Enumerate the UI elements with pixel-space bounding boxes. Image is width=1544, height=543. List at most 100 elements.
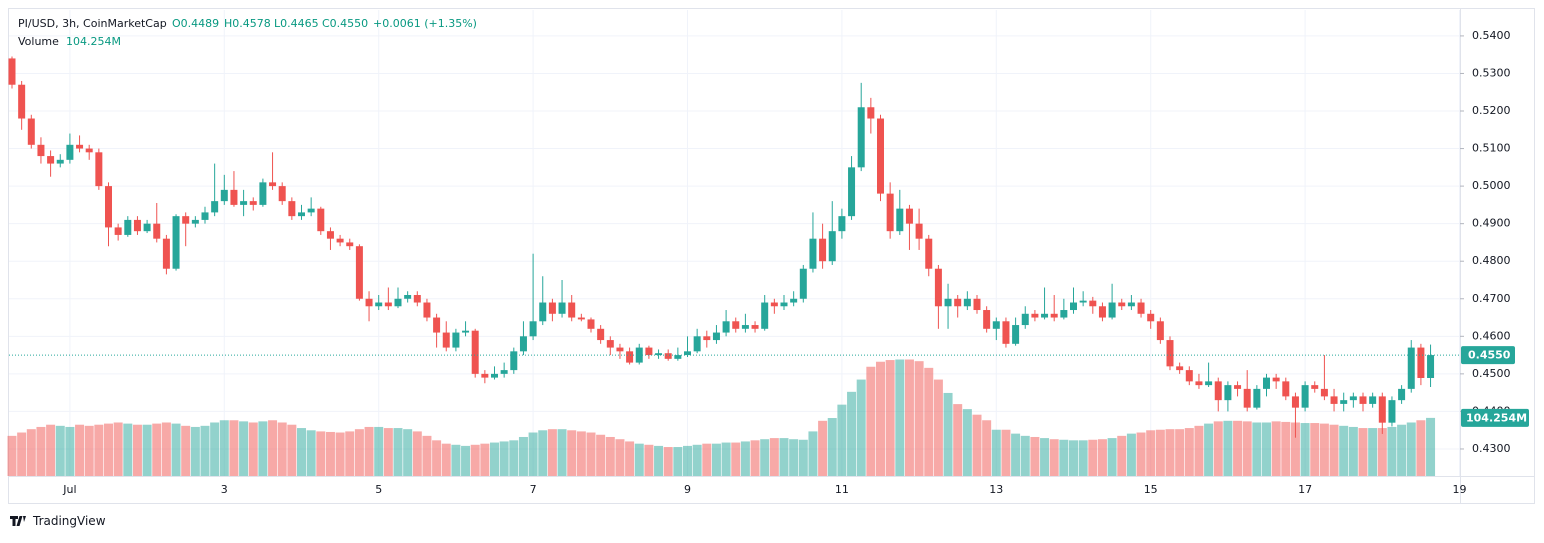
- grid: [9, 10, 1460, 476]
- volume-bar: [499, 441, 509, 476]
- candle-body: [500, 370, 508, 374]
- volume-bar: [1088, 439, 1098, 476]
- candle-body: [105, 186, 112, 228]
- candle-body: [1205, 381, 1213, 386]
- candle-body: [712, 332, 720, 341]
- candle-body: [1098, 306, 1106, 318]
- candle-body: [1185, 370, 1193, 382]
- legend-close: C0.4550: [322, 17, 368, 30]
- candle-body: [317, 208, 325, 232]
- volume-bar: [26, 429, 36, 476]
- volume-bar: [1223, 420, 1233, 476]
- volume-bar: [953, 404, 963, 476]
- candle-body: [1156, 321, 1164, 341]
- volume-bar: [1377, 428, 1387, 476]
- volume-bar: [547, 429, 557, 476]
- candle-body: [722, 321, 730, 333]
- candle-body: [1359, 396, 1367, 404]
- candle-body: [259, 182, 267, 205]
- symbol: PI/USD, 3h, CoinMarketCap: [18, 17, 167, 30]
- candle-body: [905, 208, 913, 224]
- volume-bar: [1194, 425, 1204, 476]
- volume-bar: [605, 436, 615, 476]
- volume-bar: [567, 430, 577, 476]
- volume-bar: [576, 431, 586, 476]
- volume-bar: [258, 421, 268, 476]
- candle-body: [597, 328, 605, 341]
- candle-body: [442, 332, 450, 348]
- candle-body: [684, 351, 691, 356]
- candle-body: [413, 295, 421, 303]
- volume-bar: [702, 443, 712, 476]
- volume-bar: [239, 421, 249, 476]
- volume-bar: [36, 426, 46, 476]
- volume-bar: [113, 422, 123, 476]
- volume-bar: [1368, 428, 1378, 476]
- volume-bar: [644, 444, 654, 476]
- candle-body: [201, 212, 209, 220]
- volume-bar: [1406, 422, 1416, 476]
- volume-bar: [1001, 429, 1011, 476]
- candle-body: [481, 373, 489, 378]
- candle-body: [1427, 355, 1435, 378]
- candle-body: [848, 167, 856, 217]
- volume-bar: [1397, 424, 1407, 476]
- volume-bar: [65, 426, 75, 476]
- candle-body: [992, 321, 1000, 329]
- candle-body: [1108, 302, 1116, 318]
- candle-body: [838, 216, 846, 232]
- candle-body: [703, 336, 711, 341]
- volume-bar: [1329, 424, 1339, 476]
- candle-body: [1050, 313, 1058, 318]
- candle-body: [1369, 396, 1377, 404]
- volume-bar: [335, 432, 345, 476]
- volume-bar: [17, 432, 27, 476]
- volume-bar: [432, 440, 442, 476]
- volume-bar: [721, 442, 731, 476]
- volume-bar: [1319, 423, 1329, 476]
- volume-bar: [364, 426, 374, 476]
- volume-bar: [673, 447, 683, 476]
- candle-body: [1282, 381, 1290, 397]
- candle-body: [394, 298, 402, 307]
- candle-body: [433, 317, 441, 333]
- volume-bar: [7, 435, 17, 476]
- candle-body: [56, 159, 64, 164]
- candle-body: [626, 351, 634, 363]
- candle-body: [1301, 385, 1309, 408]
- x-tick-label: Jul: [62, 483, 76, 496]
- volume-bar: [538, 430, 548, 476]
- volume-bar: [876, 361, 885, 476]
- volume-bar: [760, 439, 770, 476]
- volume-bar: [345, 431, 355, 476]
- candle-body: [307, 208, 315, 213]
- volume-bar: [1358, 428, 1368, 476]
- candle-body: [1243, 388, 1251, 408]
- candle-body: [1060, 310, 1068, 318]
- volume-value: 104.254M: [66, 35, 121, 48]
- candle-body: [934, 268, 942, 307]
- candle-body: [471, 330, 479, 374]
- candle-body: [423, 302, 431, 318]
- legend: PI/USD, 3h, CoinMarketCap O0.4489 H0.457…: [18, 17, 477, 48]
- candle-body: [365, 298, 373, 307]
- volume-bar: [1020, 435, 1030, 476]
- volume-bar: [914, 361, 924, 476]
- candle-body: [1378, 396, 1386, 423]
- axes: 0.43000.44000.45000.46000.47000.48000.49…: [9, 29, 1529, 496]
- candle-body: [1320, 388, 1328, 397]
- volume-bar: [383, 428, 393, 476]
- candle-body: [240, 201, 248, 205]
- volume-bar: [586, 432, 596, 476]
- volume-bar: [1233, 420, 1243, 476]
- x-tick-label: 13: [989, 483, 1003, 496]
- volume-bar: [1136, 432, 1146, 476]
- volume-bar: [847, 391, 857, 476]
- volume-bar: [972, 414, 982, 476]
- candle-body: [761, 302, 769, 329]
- candle-body: [1398, 388, 1406, 401]
- volume-bar: [1069, 440, 1078, 476]
- candle-body: [249, 201, 257, 205]
- volume-bar: [1310, 423, 1320, 476]
- candle-body: [1041, 313, 1049, 318]
